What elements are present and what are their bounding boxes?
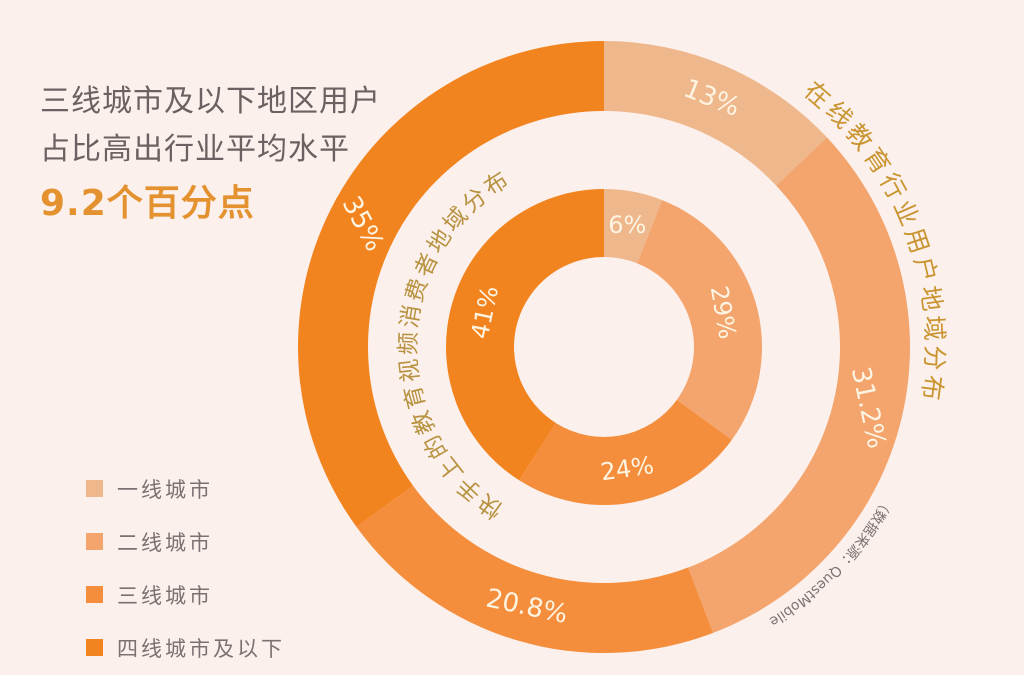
legend-label: 三线城市	[117, 583, 213, 608]
inner-ring-slice-3	[519, 399, 732, 505]
inner-ring-slice-1	[604, 189, 663, 264]
legend: 一线城市 二线城市 三线城市 四线城市及以下	[86, 462, 285, 674]
outer-ring-slice-1	[604, 41, 828, 186]
inner-ring-slice-4	[446, 189, 604, 481]
outer-ring-slice-4	[297, 41, 604, 527]
legend-swatch	[86, 533, 103, 550]
legend-swatch	[86, 586, 103, 603]
legend-swatch	[86, 480, 103, 497]
legend-item-tier4: 四线城市及以下	[86, 621, 285, 674]
outer-ring-slice-3	[356, 485, 714, 653]
legend-label: 二线城市	[117, 530, 213, 555]
legend-item-tier1: 一线城市	[86, 462, 285, 515]
headline-highlight: 9.2个百分点	[40, 183, 255, 224]
legend-item-tier2: 二线城市	[86, 515, 285, 568]
headline: 三线城市及以下地区用户 占比高出行业平均水平 9.2个百分点	[40, 78, 381, 234]
outer-ring-slice-2	[688, 137, 911, 633]
legend-swatch	[86, 639, 103, 656]
inner-ring-slice-2	[637, 200, 762, 440]
legend-label: 四线城市及以下	[117, 636, 285, 661]
legend-label: 一线城市	[117, 477, 213, 502]
legend-item-tier3: 三线城市	[86, 568, 285, 621]
headline-line-2: 占比高出行业平均水平	[40, 132, 350, 167]
headline-line-1: 三线城市及以下地区用户	[40, 84, 381, 119]
inner-ring-label-1: 6%	[608, 211, 646, 239]
